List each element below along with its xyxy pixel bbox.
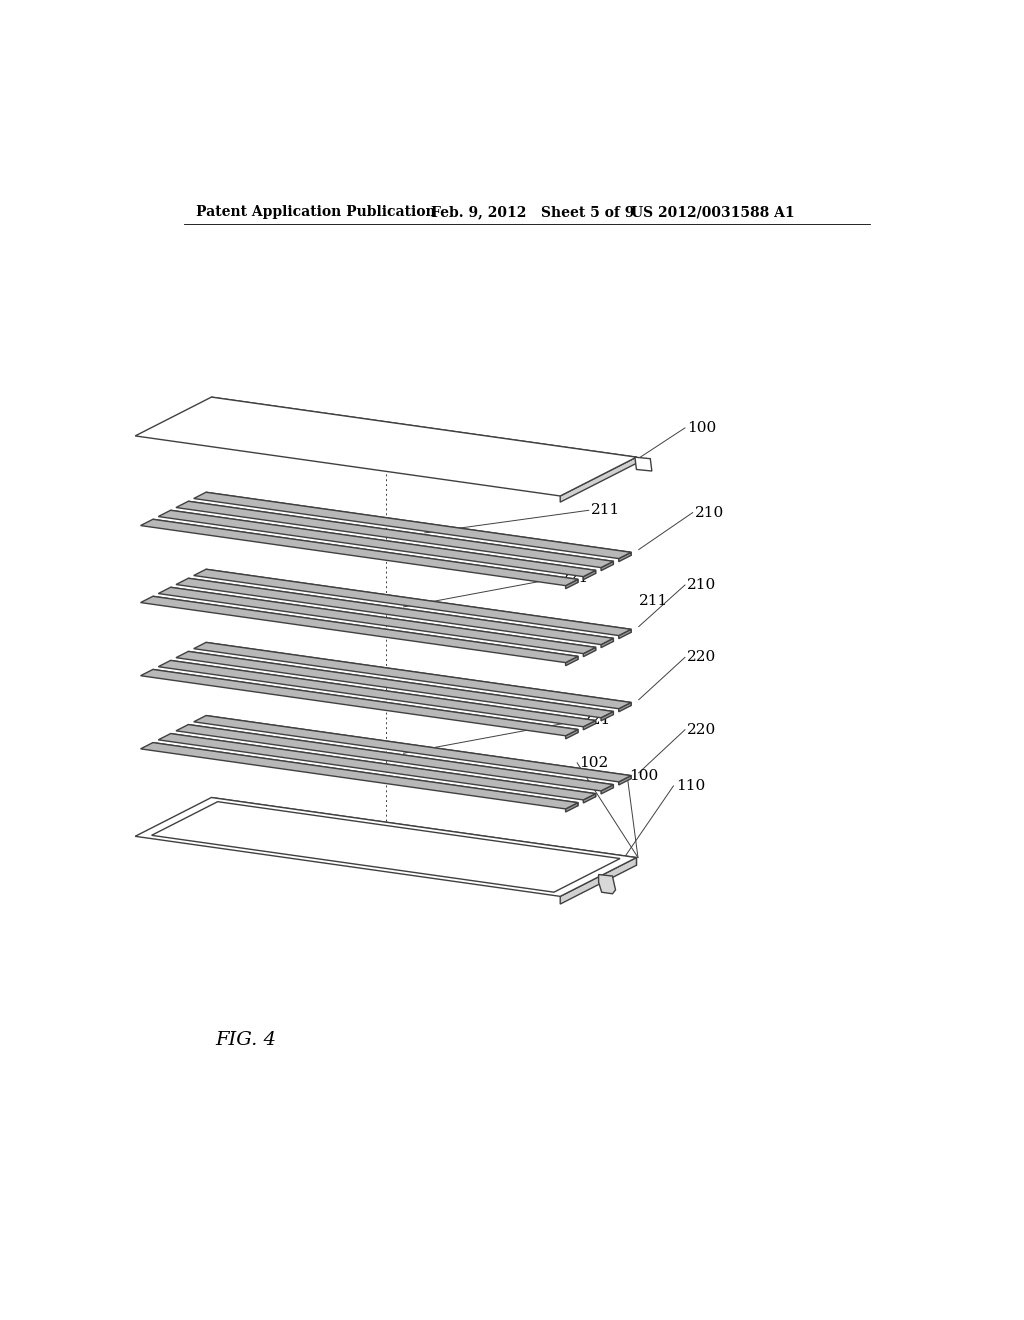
Polygon shape (159, 587, 596, 653)
Polygon shape (171, 734, 596, 797)
Polygon shape (565, 803, 578, 812)
Text: FIG. 4: FIG. 4 (215, 1031, 276, 1049)
Text: 221: 221 (582, 714, 611, 727)
Polygon shape (194, 715, 631, 781)
Text: 221: 221 (560, 572, 590, 585)
Polygon shape (211, 797, 637, 866)
Text: 220: 220 (687, 723, 717, 737)
Polygon shape (176, 502, 613, 568)
Polygon shape (153, 519, 578, 582)
Text: 100: 100 (687, 421, 717, 434)
Polygon shape (618, 552, 631, 561)
Text: 110: 110 (676, 779, 705, 793)
Polygon shape (560, 858, 637, 904)
Polygon shape (188, 578, 613, 642)
Polygon shape (206, 569, 631, 632)
Polygon shape (140, 519, 578, 586)
Polygon shape (601, 639, 613, 648)
Polygon shape (584, 570, 596, 579)
Polygon shape (206, 643, 631, 705)
Polygon shape (618, 776, 631, 785)
Polygon shape (211, 397, 637, 463)
Polygon shape (171, 660, 596, 723)
Polygon shape (153, 597, 578, 660)
Text: 210: 210 (687, 578, 717, 591)
Polygon shape (140, 743, 578, 809)
Polygon shape (171, 511, 596, 573)
Polygon shape (601, 711, 613, 721)
Polygon shape (565, 579, 578, 589)
Polygon shape (188, 725, 613, 788)
Polygon shape (140, 669, 578, 735)
Polygon shape (159, 660, 596, 727)
Polygon shape (565, 730, 578, 739)
Polygon shape (206, 492, 631, 556)
Polygon shape (153, 743, 578, 805)
Polygon shape (206, 715, 631, 779)
Polygon shape (601, 784, 613, 793)
Polygon shape (176, 578, 613, 644)
Polygon shape (188, 502, 613, 565)
Text: 220: 220 (687, 651, 717, 664)
Polygon shape (159, 734, 596, 800)
Polygon shape (176, 651, 613, 718)
Polygon shape (176, 725, 613, 791)
Polygon shape (635, 457, 652, 471)
Polygon shape (601, 561, 613, 570)
Polygon shape (560, 457, 637, 502)
Polygon shape (171, 587, 596, 651)
Polygon shape (584, 647, 596, 656)
Polygon shape (159, 511, 596, 577)
Polygon shape (153, 669, 578, 733)
Polygon shape (565, 656, 578, 665)
Polygon shape (194, 643, 631, 709)
Polygon shape (618, 702, 631, 711)
Polygon shape (194, 569, 631, 635)
Polygon shape (135, 797, 637, 896)
Text: 210: 210 (695, 506, 724, 520)
Text: Patent Application Publication: Patent Application Publication (196, 206, 435, 219)
Polygon shape (135, 397, 637, 496)
Polygon shape (584, 721, 596, 730)
Polygon shape (194, 492, 631, 558)
Text: 100: 100 (630, 770, 658, 783)
Polygon shape (584, 793, 596, 803)
Polygon shape (599, 875, 615, 894)
Text: 211: 211 (639, 594, 668, 609)
Text: Feb. 9, 2012   Sheet 5 of 9: Feb. 9, 2012 Sheet 5 of 9 (431, 206, 634, 219)
Text: US 2012/0031588 A1: US 2012/0031588 A1 (631, 206, 795, 219)
Polygon shape (188, 651, 613, 714)
Text: 102: 102 (580, 756, 608, 770)
Text: 211: 211 (591, 503, 621, 517)
Polygon shape (140, 597, 578, 663)
Polygon shape (618, 630, 631, 639)
